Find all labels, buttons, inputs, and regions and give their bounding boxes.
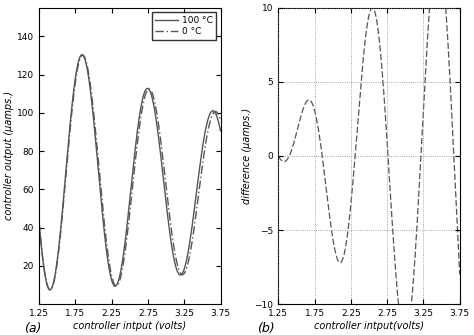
0 °C bbox=[47, 288, 53, 292]
0 °C bbox=[57, 239, 63, 243]
X-axis label: controller intput(volts): controller intput(volts) bbox=[314, 321, 424, 331]
100 °C bbox=[36, 220, 42, 224]
100 °C bbox=[218, 129, 223, 133]
100 °C bbox=[68, 118, 73, 122]
Legend: 100 °C, 0 °C: 100 °C, 0 °C bbox=[152, 12, 216, 40]
100 °C bbox=[214, 115, 220, 119]
Line: 0 °C: 0 °C bbox=[39, 55, 220, 290]
100 °C bbox=[114, 283, 119, 287]
0 °C bbox=[106, 258, 111, 262]
100 °C bbox=[57, 236, 63, 240]
X-axis label: controller intput (volts): controller intput (volts) bbox=[73, 321, 186, 331]
0 °C bbox=[80, 53, 85, 57]
0 °C bbox=[114, 284, 119, 288]
0 °C bbox=[68, 123, 73, 127]
0 °C bbox=[36, 220, 42, 224]
100 °C bbox=[47, 288, 53, 292]
0 °C bbox=[195, 201, 201, 205]
Y-axis label: controller output (μamps.): controller output (μamps.) bbox=[4, 91, 14, 220]
0 °C bbox=[218, 118, 223, 122]
Text: (b): (b) bbox=[256, 322, 274, 335]
100 °C bbox=[79, 53, 85, 57]
Line: 100 °C: 100 °C bbox=[39, 55, 220, 290]
0 °C bbox=[214, 110, 220, 114]
Text: (a): (a) bbox=[25, 322, 42, 335]
Y-axis label: difference (μamps.): difference (μamps.) bbox=[242, 108, 252, 204]
100 °C bbox=[106, 264, 111, 268]
100 °C bbox=[195, 182, 201, 186]
